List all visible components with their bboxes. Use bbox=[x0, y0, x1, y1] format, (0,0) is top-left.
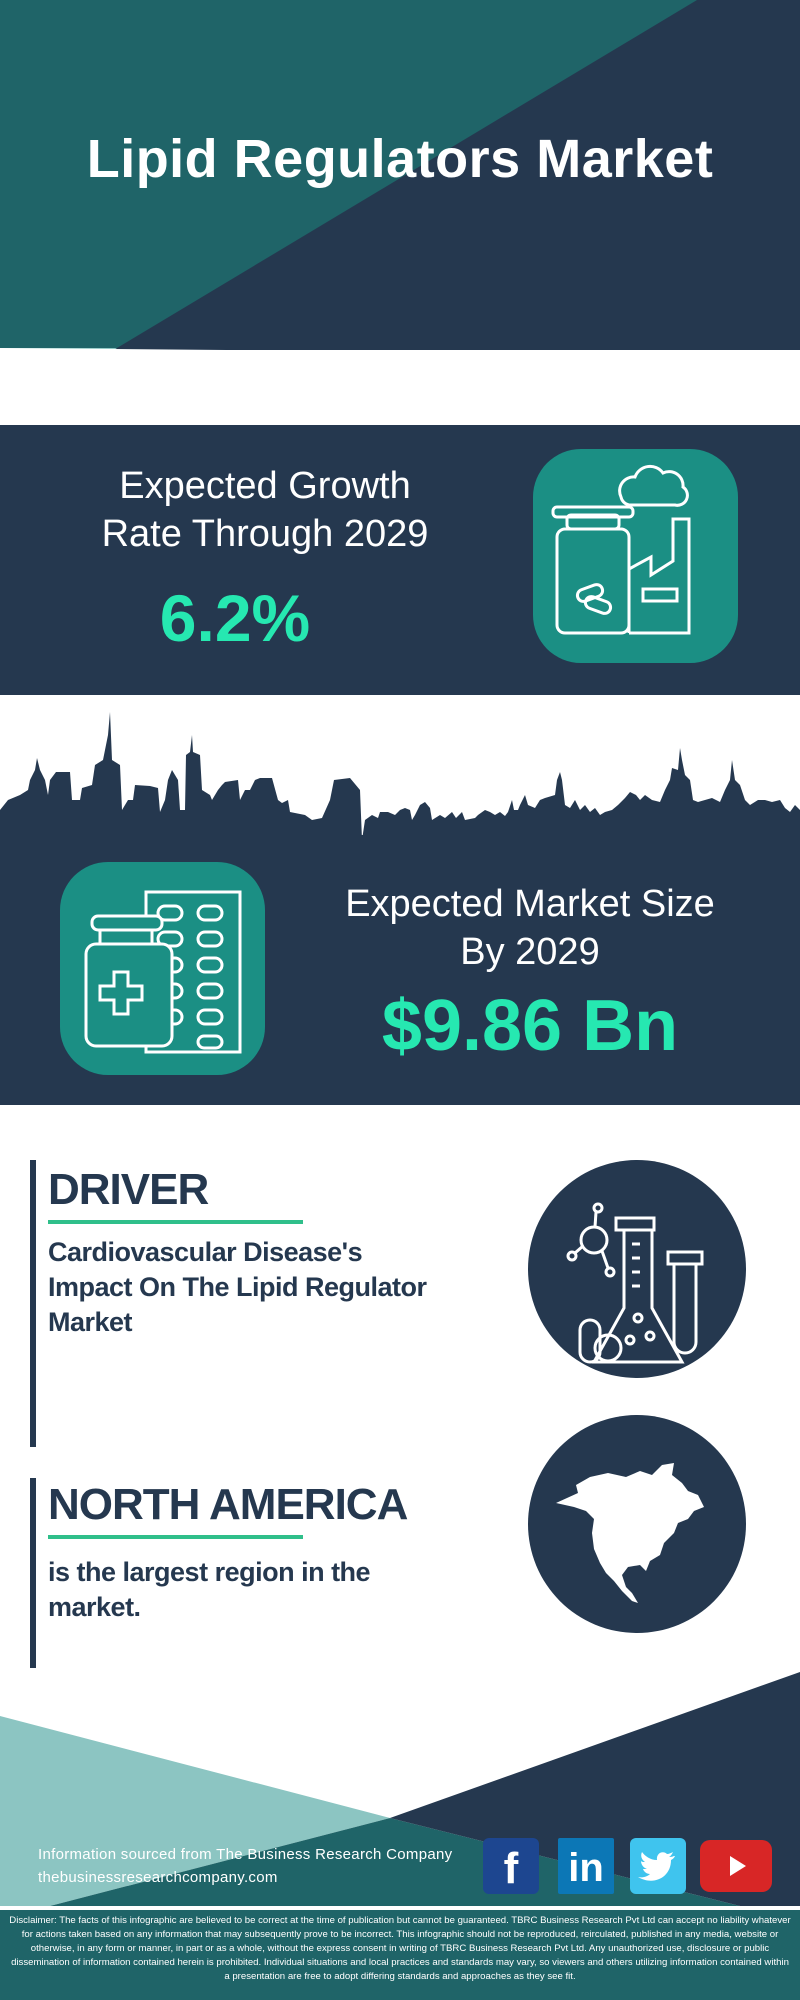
footer-source: Information sourced from The Business Re… bbox=[38, 1846, 453, 1863]
driver-accent-bar bbox=[30, 1160, 36, 1447]
driver-text: Cardiovascular Disease's Impact On The L… bbox=[48, 1235, 508, 1340]
driver-text-line: Impact On The Lipid Regulator bbox=[48, 1272, 427, 1302]
footer-website[interactable]: thebusinessresearchcompany.com bbox=[38, 1869, 278, 1886]
growth-icon-box bbox=[533, 449, 738, 663]
disclaimer: Disclaimer: The facts of this infographi… bbox=[9, 1915, 791, 1982]
north-america-map-icon bbox=[556, 1463, 704, 1603]
region-accent-bar bbox=[30, 1478, 36, 1668]
growth-label-line1: Expected Growth bbox=[119, 465, 411, 507]
lab-flask-icon bbox=[566, 1202, 704, 1364]
region-icon-circle bbox=[528, 1415, 746, 1633]
twitter-bird-glyph bbox=[638, 1852, 675, 1881]
page-title: Lipid Regulators Market bbox=[86, 129, 714, 189]
medicine-bottle-pills-icon bbox=[84, 890, 242, 1054]
market-size-label-line2: By 2029 bbox=[460, 931, 600, 973]
market-icon-box bbox=[60, 862, 265, 1075]
twitter-icon[interactable] bbox=[630, 1838, 686, 1894]
growth-label-line2: Rate Through 2029 bbox=[101, 513, 429, 555]
driver-underline bbox=[48, 1220, 303, 1224]
region-heading: NORTH AMERICA bbox=[48, 1480, 408, 1529]
growth-rate-value: 6.2% bbox=[159, 581, 311, 655]
region-text-line: market. bbox=[48, 1592, 141, 1622]
region-text-line: is the largest region in the bbox=[48, 1557, 371, 1587]
region-underline bbox=[48, 1535, 303, 1539]
driver-text-line: Market bbox=[48, 1307, 133, 1337]
facebook-icon[interactable]: f bbox=[483, 1838, 539, 1894]
market-size-value: $9.86 Bn bbox=[381, 986, 679, 1066]
driver-text-line: Cardiovascular Disease's bbox=[48, 1237, 363, 1267]
driver-heading: DRIVER bbox=[48, 1165, 209, 1214]
city-skyline bbox=[0, 712, 800, 845]
region-text: is the largest region in the market. bbox=[48, 1555, 508, 1625]
driver-icon-circle bbox=[528, 1160, 746, 1378]
youtube-play-glyph bbox=[730, 1856, 746, 1876]
linkedin-icon[interactable]: in bbox=[558, 1838, 614, 1894]
market-size-label-line1: Expected Market Size bbox=[345, 883, 715, 925]
youtube-icon[interactable] bbox=[700, 1840, 772, 1892]
medicine-factory-icon bbox=[551, 464, 691, 635]
